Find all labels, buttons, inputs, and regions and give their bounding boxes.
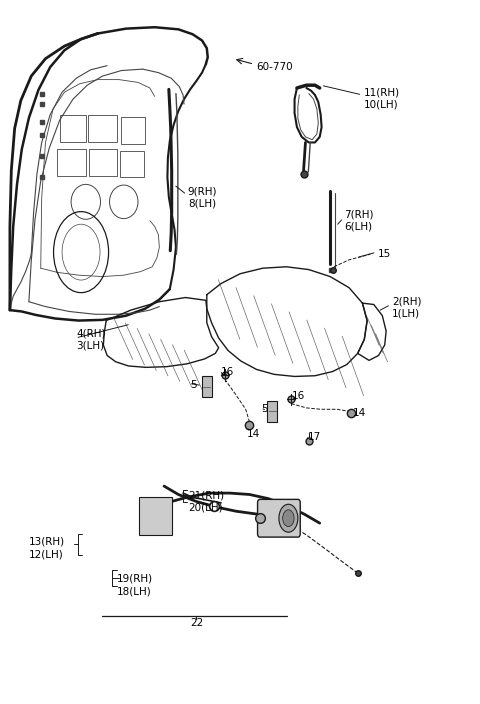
Text: 18(LH): 18(LH) [117, 586, 151, 596]
Text: 22: 22 [191, 618, 204, 628]
Text: 20(LH): 20(LH) [188, 502, 222, 512]
Text: 10(LH): 10(LH) [363, 99, 398, 109]
Text: 14: 14 [247, 429, 260, 439]
Text: 9(RH): 9(RH) [188, 187, 217, 196]
Text: 60-770: 60-770 [257, 62, 293, 72]
Text: 2(RH): 2(RH) [392, 296, 421, 307]
Text: 11(RH): 11(RH) [363, 87, 399, 97]
Text: 13(RH): 13(RH) [29, 537, 65, 547]
Circle shape [283, 510, 294, 527]
Bar [88, 115, 117, 142]
Text: 14: 14 [353, 408, 366, 417]
Text: 5: 5 [190, 380, 197, 390]
Text: 16: 16 [292, 391, 305, 401]
Text: 7(RH): 7(RH) [344, 209, 374, 220]
Bar [60, 115, 86, 142]
Bar [89, 149, 117, 176]
Text: 1(LH): 1(LH) [392, 308, 420, 319]
Text: 3(LH): 3(LH) [76, 341, 105, 351]
Bar [202, 377, 212, 397]
Bar [267, 401, 277, 422]
Bar [120, 151, 144, 177]
Text: 15: 15 [378, 249, 391, 259]
Text: 12(LH): 12(LH) [29, 550, 64, 560]
Text: 4(RH): 4(RH) [76, 329, 106, 339]
Text: 8(LH): 8(LH) [188, 199, 216, 209]
Text: 16: 16 [221, 367, 234, 377]
Text: 5: 5 [261, 404, 268, 414]
Text: 19(RH): 19(RH) [117, 574, 153, 584]
FancyBboxPatch shape [258, 499, 300, 537]
Circle shape [279, 504, 298, 532]
Text: 6(LH): 6(LH) [344, 221, 372, 232]
Text: 17: 17 [307, 432, 321, 442]
Text: 21(RH): 21(RH) [188, 490, 224, 500]
Bar [121, 118, 145, 144]
FancyBboxPatch shape [139, 497, 172, 535]
Bar [57, 149, 86, 176]
